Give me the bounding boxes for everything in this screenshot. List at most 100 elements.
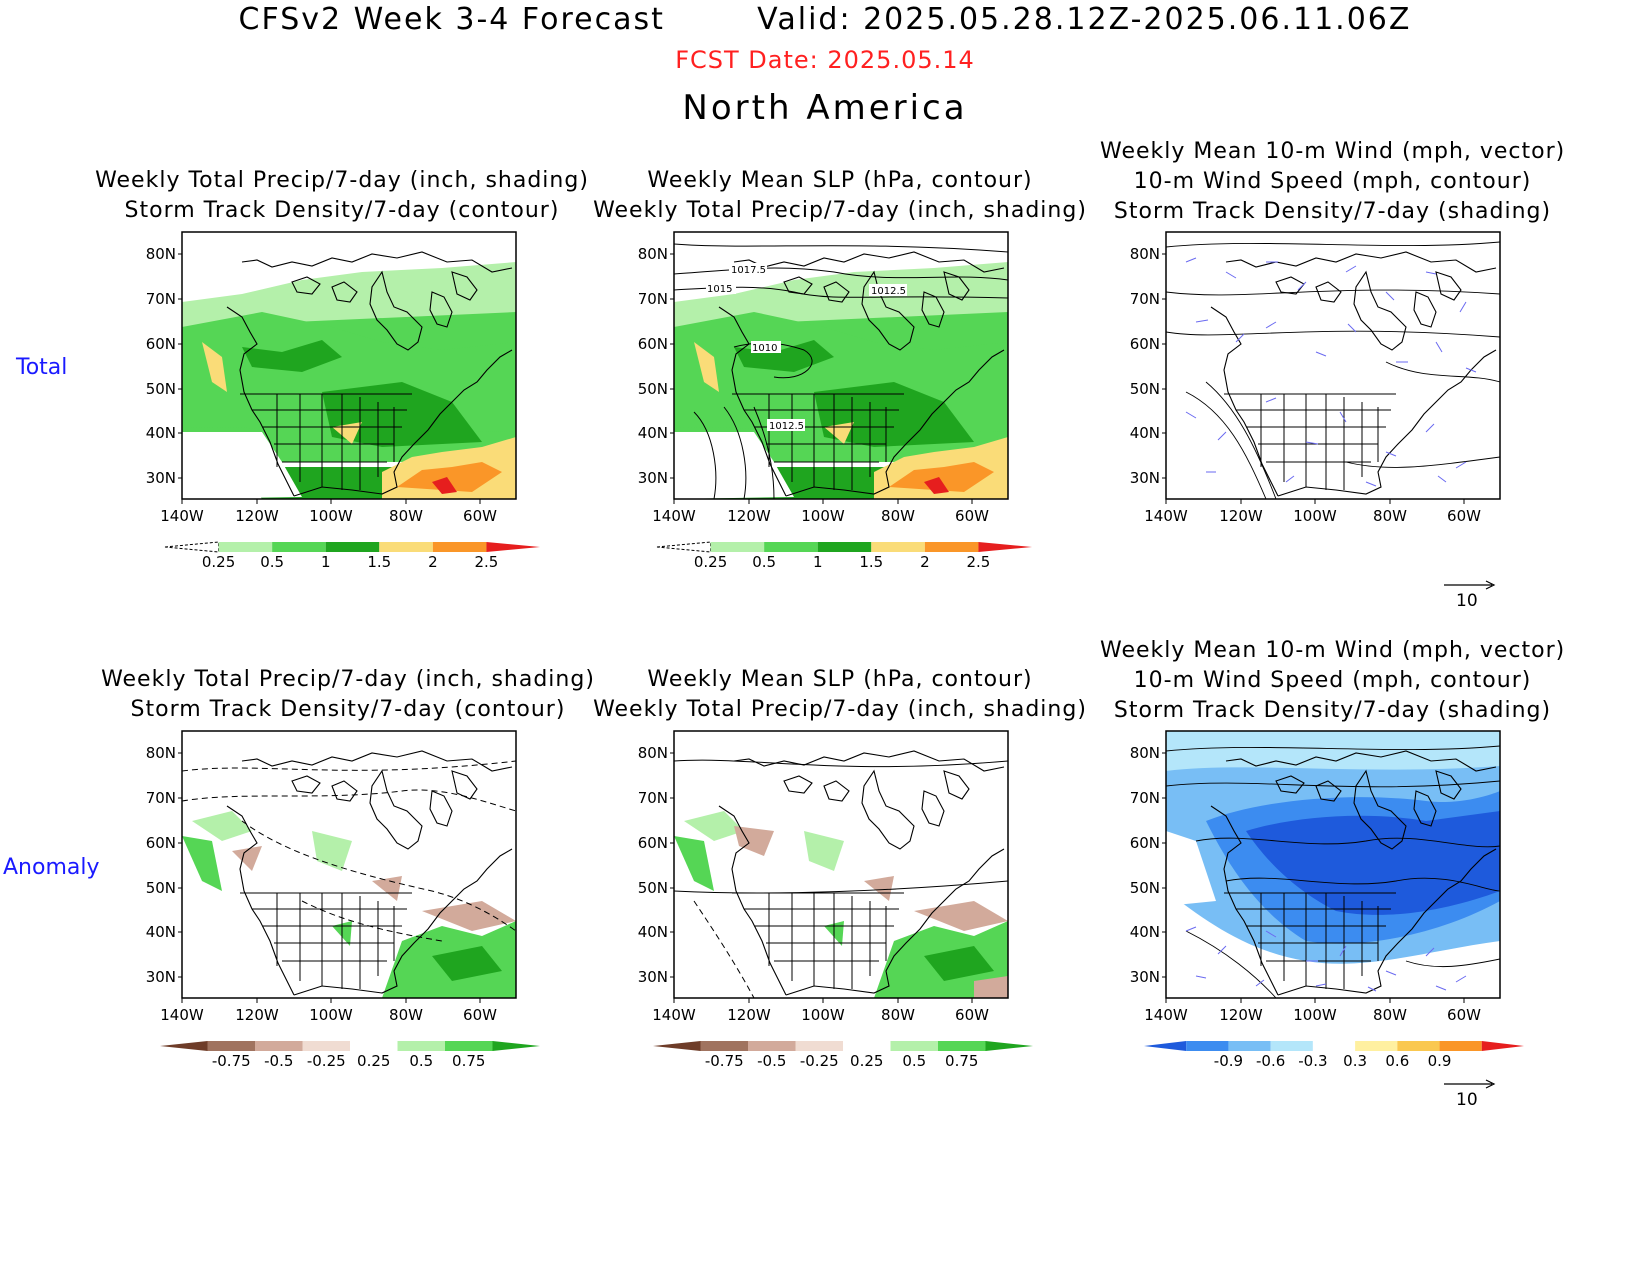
title-forecast: CFSv2 Week 3-4 Forecast [238,2,665,37]
colorbar-label: -0.9 [1214,1052,1243,1070]
colorbar-label: -0.6 [1256,1052,1285,1070]
colorbar-label: 0.25 [694,553,727,571]
colorbar-swatch [397,1041,445,1051]
lat-tick-label: 80N [146,744,176,762]
slp-label: 1010 [752,343,777,354]
colorbar-swatch [938,1041,986,1051]
lat-tick-label: 70N [638,290,668,308]
colorbar-swatch [255,1041,303,1051]
colorbar-label: 2 [428,553,438,571]
lon-tick-label: 80W [1373,1006,1407,1024]
wind-reference-anom: 10 [1444,1079,1496,1110]
panel-slp-anom [673,730,1009,999]
colorbar-label: 0.75 [452,1052,485,1070]
lat-tick-label: 50N [638,380,668,398]
colorbar-swatch [748,1041,796,1051]
lat-tick-label: 50N [1130,879,1160,897]
row-label-total: Total [16,355,68,380]
colorbar-swatch [1186,1041,1229,1051]
lat-tick-label: 30N [146,469,176,487]
region-title: North America [682,88,968,128]
colorbar-swatch [1270,1041,1313,1051]
colorbar-label: 0.5 [260,553,284,571]
lon-tick-label: 100W [1293,507,1337,525]
panel-title-wind-total: Weekly Mean 10-m Wind (mph, vector) 10-m… [1100,139,1566,224]
colorbar-label: 1 [321,553,331,571]
lat-tick-label: 50N [146,879,176,897]
lat-tick-label: 60N [146,335,176,353]
slp-label: 1017.5 [731,265,766,276]
colorbar-label: -0.25 [800,1052,839,1070]
lat-tick-label: 60N [638,834,668,852]
colorbar-swatch [985,1041,1033,1051]
lat-tick-label: 30N [1130,469,1160,487]
colorbar-swatch [795,1041,843,1051]
colorbar-swatch [700,1041,748,1051]
colorbar-label: -0.5 [757,1052,786,1070]
lon-tick-label: 140W [1144,507,1188,525]
colorbar-swatch [207,1041,255,1051]
lat-tick-label: 70N [146,789,176,807]
lon-tick-label: 120W [1219,1006,1263,1024]
lat-tick-label: 70N [638,789,668,807]
lon-tick-label: 80W [389,1006,423,1024]
colorbar-swatch [302,1041,350,1051]
main-title: CFSv2 Week 3-4 Forecast Valid: 2025.05.2… [0,2,1650,37]
lat-tick-label: 40N [146,923,176,941]
colorbar-label: 0.6 [1385,1052,1409,1070]
colorbar-swatch [164,541,220,553]
lat-tick-label: 60N [1130,834,1160,852]
colorbar-label: 1.5 [367,553,391,571]
wind-reference-label: 10 [1456,591,1478,611]
colorbar-swatch [272,542,326,552]
lat-tick-label: 30N [146,968,176,986]
colorbar-label: 2.5 [966,553,990,571]
panel-slp-total: 1017.5 1015 1012.5 1010 1012.5 [673,231,1009,500]
lat-tick-label: 50N [1130,380,1160,398]
colorbar-swatch [890,1041,938,1051]
colorbar-label: 2.5 [474,553,498,571]
colorbar-swatch [656,541,712,553]
colorbar-label: 0.5 [409,1052,433,1070]
colorbars: 0.25 0.5 1 1.5 2 2.5 0.25 0.5 1 1.5 2 2.5-0.75 -0.5-… [160,541,1524,1070]
colorbar-swatch [1228,1041,1271,1051]
lat-tick-label: 40N [638,424,668,442]
lon-tick-label: 120W [727,507,771,525]
lon-tick-label: 100W [309,1006,353,1024]
lon-tick-label: 120W [235,1006,279,1024]
colorbar-label: 0.75 [945,1052,978,1070]
lon-tick-label: 120W [1219,507,1263,525]
colorbar-swatch [160,1041,208,1051]
lat-tick-label: 40N [1130,923,1160,941]
colorbar-swatch [218,542,273,552]
panel-wind-anom [1165,730,1501,999]
wind-reference-label: 10 [1456,1090,1478,1110]
lon-tick-label: 120W [727,1006,771,1024]
lon-tick-label: 60W [955,507,989,525]
slp-label: 1012.5 [769,421,804,432]
colorbar-swatch [1439,1041,1482,1051]
colorbar-swatch [379,542,433,552]
panel-wind-total [1165,231,1501,500]
colorbar-swatch [871,542,925,552]
colorbar-swatch [492,1041,540,1051]
colorbar-label: -0.75 [212,1052,251,1070]
lon-tick-label: 140W [160,1006,204,1024]
forecast-date: FCST Date: 2025.05.14 [675,46,975,74]
lat-tick-label: 40N [1130,424,1160,442]
lon-tick-label: 80W [881,507,915,525]
lon-tick-label: 60W [1447,1006,1481,1024]
panel-title-precip-anom: Weekly Total Precip/7-day (inch, shading… [101,667,595,722]
slp-label: 1015 [707,284,732,295]
colorbar-label: 0.9 [1428,1052,1452,1070]
lat-tick-label: 50N [638,879,668,897]
lat-tick-label: 70N [1130,290,1160,308]
lat-tick-label: 80N [638,245,668,263]
panel-title-slp-anom: Weekly Mean SLP (hPa, contour) Weekly To… [593,667,1087,722]
lon-tick-label: 60W [463,507,497,525]
wind-reference-total: 10 [1444,580,1496,611]
lat-tick-label: 30N [1130,968,1160,986]
colorbar-label: 0.5 [902,1052,926,1070]
axis-labels: 80N 70N 60N 50N 40N 30N 140W 120W 100W 80W 60W 80N 7… [146,245,1481,1024]
